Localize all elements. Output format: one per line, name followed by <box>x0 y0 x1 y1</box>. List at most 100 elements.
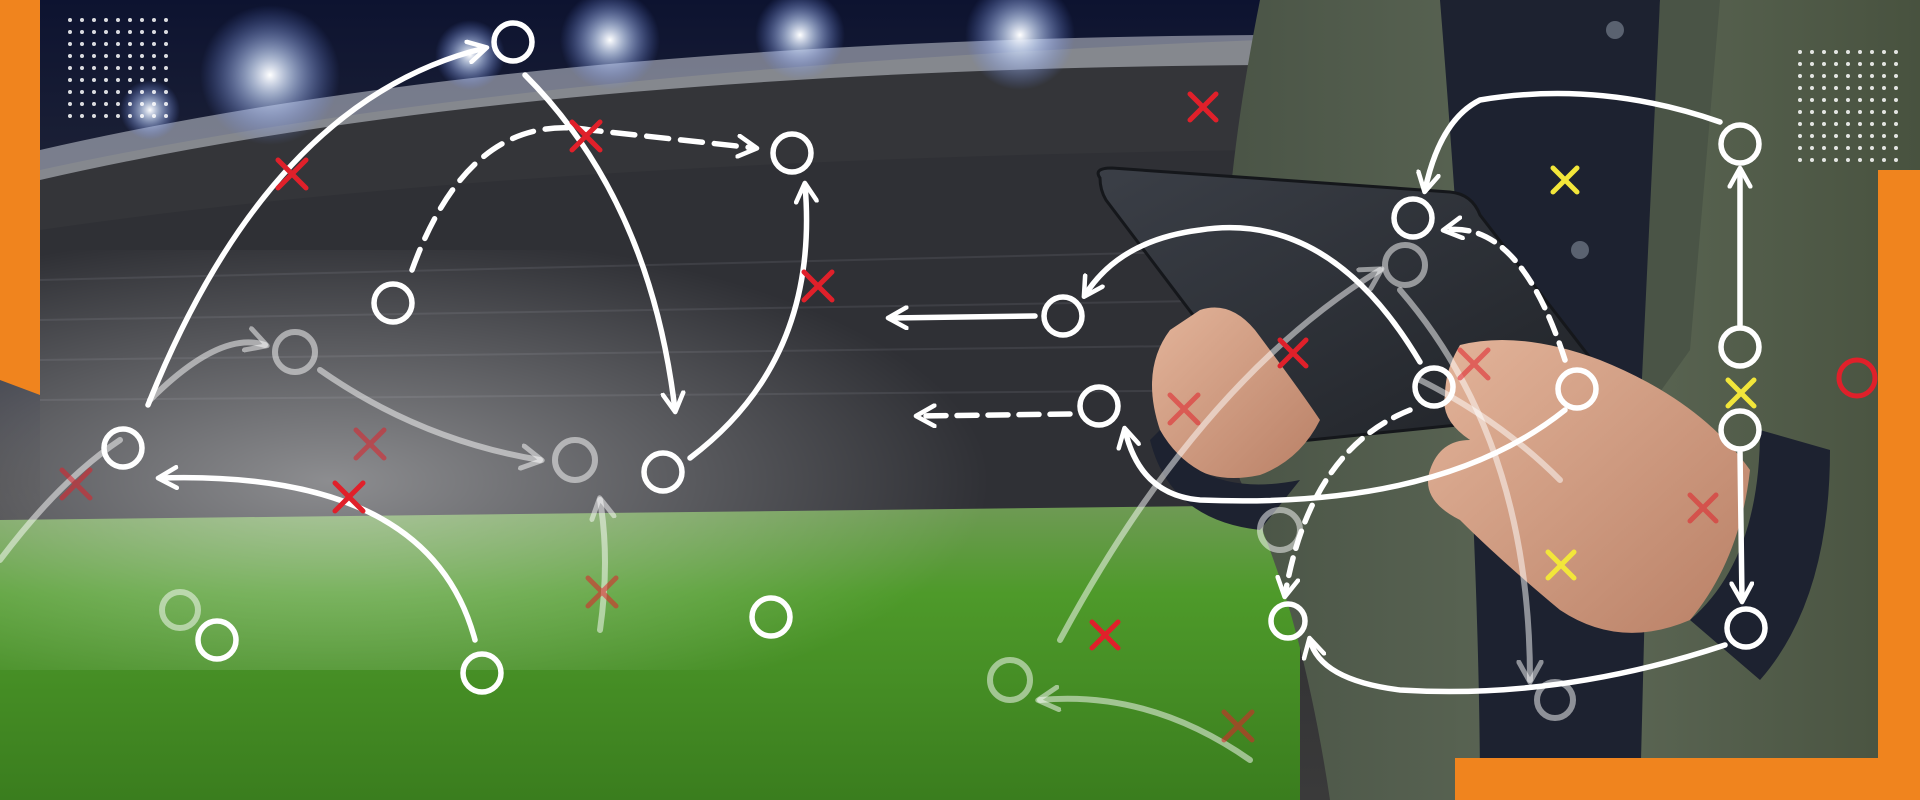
decor-dot <box>152 54 156 58</box>
decor-dot <box>1858 86 1862 90</box>
decor-dot <box>1846 122 1850 126</box>
decor-dot <box>164 90 168 94</box>
decor-dot <box>1822 134 1826 138</box>
decor-dot <box>128 90 132 94</box>
red-x-marker <box>332 480 366 514</box>
decor-dot <box>1858 50 1862 54</box>
decor-dot <box>1834 122 1838 126</box>
red-x-marker <box>801 269 835 303</box>
decor-dot <box>1858 62 1862 66</box>
decor-dot <box>152 90 156 94</box>
decor-dot <box>1882 74 1886 78</box>
faint-plays <box>0 242 1576 763</box>
decor-dot <box>1822 86 1826 90</box>
decor-dot <box>1798 110 1802 114</box>
decor-dot <box>1870 134 1874 138</box>
player-circle <box>641 450 685 494</box>
decor-dot <box>104 42 108 46</box>
decor-dot <box>1870 62 1874 66</box>
decor-dot <box>1798 134 1802 138</box>
decor-dot <box>116 114 120 118</box>
player-circle <box>1391 196 1435 240</box>
orange-accent-top-left <box>0 0 40 395</box>
yellow-x-marker <box>1545 549 1577 581</box>
decor-dot <box>140 66 144 70</box>
player-circle <box>101 426 145 470</box>
decor-dot <box>1846 98 1850 102</box>
player-circle <box>1268 601 1308 641</box>
decor-dot <box>80 102 84 106</box>
decor-dot <box>1810 74 1814 78</box>
decor-dot <box>104 78 108 82</box>
decor-dot <box>1798 146 1802 150</box>
decor-dot <box>164 54 168 58</box>
decor-dot <box>1846 74 1850 78</box>
decor-dot <box>1858 98 1862 102</box>
decor-dot <box>140 54 144 58</box>
decor-dot <box>68 18 72 22</box>
decor-dot <box>1822 62 1826 66</box>
decor-dot <box>140 90 144 94</box>
decor-dot <box>92 30 96 34</box>
decor-dot <box>1870 74 1874 78</box>
decor-dot <box>1882 134 1886 138</box>
decor-dot <box>152 42 156 46</box>
decor-dot <box>1810 98 1814 102</box>
decor-dot <box>92 90 96 94</box>
player-circle <box>1555 367 1599 411</box>
decor-dot <box>164 30 168 34</box>
player-circle <box>1077 384 1121 428</box>
decor-dot <box>68 30 72 34</box>
decor-dot <box>128 102 132 106</box>
decor-dot <box>92 54 96 58</box>
decor-dot <box>1846 134 1850 138</box>
decor-dot <box>1882 50 1886 54</box>
decor-dot <box>1822 122 1826 126</box>
decor-dot <box>1882 158 1886 162</box>
decor-dot <box>152 18 156 22</box>
decor-dot <box>1858 158 1862 162</box>
decor-dot <box>80 90 84 94</box>
decor-dot <box>68 66 72 70</box>
decor-dot <box>68 90 72 94</box>
player-circle <box>1718 325 1762 369</box>
decor-dot <box>1846 50 1850 54</box>
decor-dot <box>1834 134 1838 138</box>
decor-dot <box>1846 62 1850 66</box>
decor-dot <box>1810 86 1814 90</box>
yellow-markers <box>1545 165 1757 581</box>
decor-dot <box>1870 122 1874 126</box>
decor-dot <box>1846 158 1850 162</box>
player-circle <box>1718 122 1762 166</box>
decor-dot <box>128 18 132 22</box>
decor-dot <box>1822 146 1826 150</box>
red-x-marker <box>1187 91 1219 123</box>
decor-dot <box>104 66 108 70</box>
decor-dot <box>1894 50 1898 54</box>
right-hand <box>1428 340 1750 633</box>
decor-dot <box>116 30 120 34</box>
decor-dot <box>1882 122 1886 126</box>
decor-dot <box>116 90 120 94</box>
decor-dot <box>164 18 168 22</box>
decor-dot <box>1810 146 1814 150</box>
decor-dot <box>1846 146 1850 150</box>
decor-dot <box>104 30 108 34</box>
decor-dot <box>1846 110 1850 114</box>
decor-dot <box>1894 146 1898 150</box>
decor-dot <box>1858 122 1862 126</box>
decor-dot <box>164 102 168 106</box>
decor-dot <box>92 18 96 22</box>
red-x-marker <box>569 119 603 153</box>
decor-dot <box>1894 86 1898 90</box>
decor-dot <box>116 66 120 70</box>
decor-dot <box>1822 74 1826 78</box>
decor-dot <box>128 78 132 82</box>
decor-dot <box>68 102 72 106</box>
decor-dot <box>1834 74 1838 78</box>
red-x-marker <box>1277 337 1309 369</box>
red-x-marker <box>275 157 309 191</box>
decor-dot <box>1894 62 1898 66</box>
decor-dot <box>128 66 132 70</box>
player-circle <box>1412 365 1456 409</box>
